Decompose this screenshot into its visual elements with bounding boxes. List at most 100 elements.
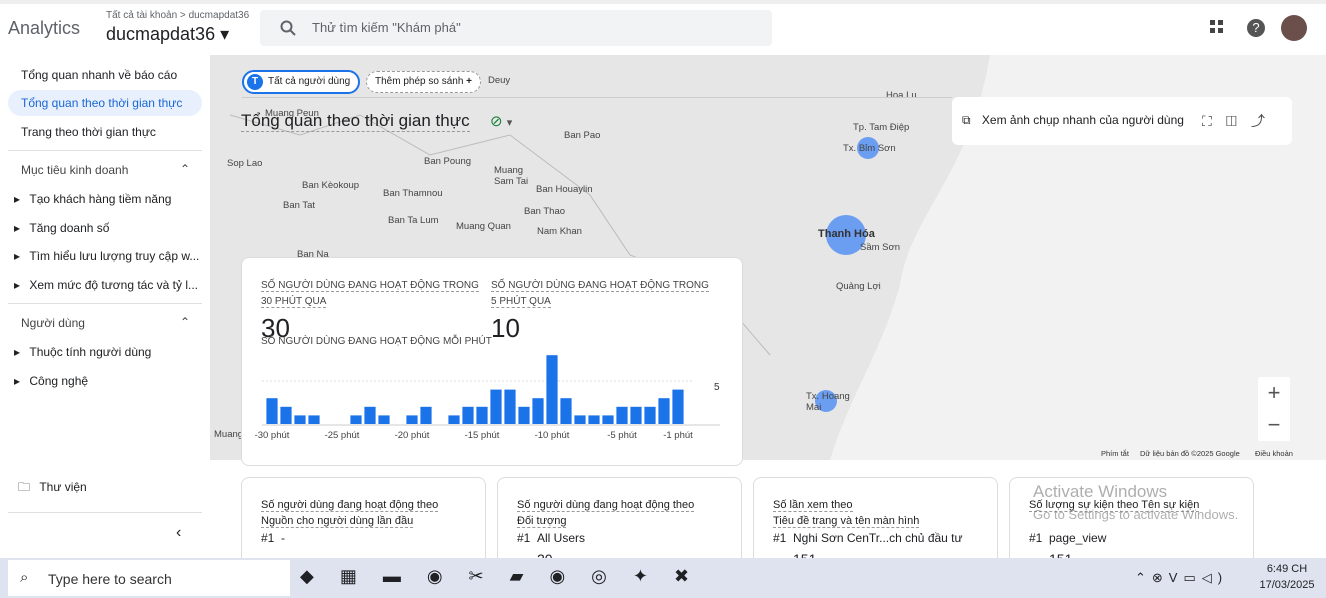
bar	[462, 406, 474, 424]
nav-item[interactable]: Tổng quan nhanh về báo cáo	[21, 68, 178, 82]
map-label: Hoa Lu	[886, 90, 917, 101]
divider	[8, 150, 202, 151]
taskbar-search-text: Type here to search	[48, 571, 172, 587]
page-title: Tổng quan theo thời gian thực	[241, 111, 470, 132]
map-shapes	[229, 55, 1326, 460]
map-label: Ban Poung	[424, 156, 472, 167]
nav-item[interactable]: Trang theo thời gian thực	[21, 125, 156, 139]
map-attribution[interactable]: Phím tắt	[1101, 449, 1129, 458]
avatar[interactable]	[1281, 15, 1307, 41]
bar	[616, 406, 628, 424]
bar	[280, 406, 292, 424]
time: 6:49 CH	[1266, 563, 1308, 575]
nav-item[interactable]: ▸ Xem mức độ tương tác và tỷ l...	[14, 278, 199, 292]
bar	[560, 398, 572, 424]
bar	[658, 398, 670, 424]
bar	[266, 398, 278, 424]
collapse-icon[interactable]: ⌃	[180, 162, 191, 176]
map-label: Muang Peun	[265, 108, 319, 119]
map-label: Nam Khan	[537, 226, 582, 237]
map-label: Ban Thamnou	[383, 188, 443, 199]
clock[interactable]: 6:49 CH 17/03/2025	[1255, 563, 1319, 591]
bar	[602, 415, 614, 424]
nav-label: Xem mức độ tương tác và tỷ l...	[29, 278, 199, 292]
card-rank: #1	[517, 531, 531, 545]
chip-label: Thêm phép so sánh	[375, 76, 464, 87]
search-box[interactable]: Thử tìm kiếm "Khám phá"	[260, 10, 772, 46]
nav-group[interactable]: Người dùng	[21, 316, 85, 330]
x-tick-label: -5 phút	[607, 430, 637, 441]
map-label: Tp. Tam Điệp	[853, 122, 910, 133]
chart-label: SỐ NGƯỜI DÙNG ĐANG HOẠT ĐỘNG MỖI PHÚT	[261, 336, 492, 347]
help-icon[interactable]: ?	[1247, 19, 1265, 37]
x-tick-label: -20 phút	[395, 430, 430, 441]
crumb[interactable]: ducmapdat36	[188, 10, 250, 21]
divider	[8, 303, 202, 304]
nav-label: Tăng doanh số	[29, 221, 110, 235]
bar	[294, 415, 306, 424]
map-label: Ban Thao	[524, 206, 566, 217]
map-label: Quảng Lợi	[836, 281, 881, 292]
nav-item[interactable]: ▸ Tạo khách hàng tiềm năng	[14, 192, 172, 206]
map-attribution[interactable]: Điều khoản	[1255, 449, 1293, 458]
map-label: Ban Kèokoup	[302, 180, 360, 191]
bar	[420, 406, 432, 424]
snapshot-label: Xem ảnh chụp nhanh của người dùng	[981, 113, 1184, 127]
crumb[interactable]: Tất cả tài khoản	[106, 10, 178, 21]
chip[interactable]: T Tất cả người dùng	[242, 70, 361, 94]
x-tick-label: -1 phút	[663, 430, 693, 441]
apps-icon[interactable]	[1209, 19, 1225, 35]
breadcrumb[interactable]: Tất cả tài khoản > ducmapdat36	[106, 10, 250, 21]
bar	[672, 389, 684, 424]
metric-label: SỐ NGƯỜI DÙNG ĐANG HOẠT ĐỘNG TRONG 30 PH…	[261, 280, 479, 308]
zoom-controls[interactable]: + −	[1258, 377, 1290, 441]
map-label: Sop Lao	[227, 158, 263, 169]
nav-item[interactable]: ▸ Tăng doanh số	[14, 221, 110, 235]
map-attribution: Dữ liệu bản đồ ©2025 Google	[1140, 449, 1240, 458]
watermark: Go to Settings to activate Windows.	[1033, 507, 1239, 522]
card-title: Số lượng sự kiện theo Tên sự kiện	[1029, 499, 1200, 512]
toolbar-icons[interactable]: ⛶◫⤴	[1202, 113, 1279, 129]
nav-item[interactable]: ▸ Thuộc tính người dùng	[14, 345, 152, 359]
bar	[574, 415, 586, 424]
nav-item[interactable]: Tổng quan theo thời gian thực	[21, 96, 183, 110]
card-top: page_view	[1049, 531, 1107, 545]
card-dimension[interactable]: Tiêu đề trang và tên màn hình	[773, 515, 920, 528]
nav-item[interactable]: 🗀 Thư viện	[18, 480, 87, 494]
chip[interactable]: Thêm phép so sánh +	[366, 71, 482, 93]
collapse-nav[interactable]: ‹	[176, 524, 182, 541]
nav-label: Thuộc tính người dùng	[29, 345, 152, 359]
nav-label: Tạo khách hàng tiềm năng	[29, 192, 172, 206]
nav-item[interactable]: ▸ Tìm hiểu lưu lượng truy cập w...	[14, 249, 200, 263]
snapshot-button[interactable]: ⧉ Xem ảnh chụp nhanh của người dùng	[962, 113, 1184, 127]
card-title: Số người dùng đang hoạt động theo	[261, 499, 439, 512]
map-label: Ban Houaylin	[536, 184, 593, 195]
bar	[308, 415, 320, 424]
bar	[448, 415, 460, 424]
card-rank: #1	[1029, 531, 1043, 545]
property-select[interactable]: ducmapdat36 ▾	[106, 24, 230, 44]
taskbar-apps[interactable]: ◆▦▬◉✂▰◉◎✦✖	[300, 566, 716, 586]
property-name: ducmapdat36	[106, 24, 216, 44]
card-dimension[interactable]: Đối tượng	[517, 515, 567, 528]
x-tick-label: -25 phút	[325, 430, 360, 441]
tray-icons[interactable]: ⌃⊗V▭◁)	[1135, 570, 1229, 585]
search-icon	[280, 20, 296, 36]
metric-value: 30	[261, 313, 290, 343]
collapse-icon[interactable]: ⌃	[180, 315, 191, 329]
nav-item[interactable]: ▸ Công nghệ	[14, 374, 89, 388]
map-label: Sầm Sơn	[860, 242, 901, 253]
divider	[8, 512, 202, 513]
taskbar: ⌕ Type here to search ◆▦▬◉✂▰◉◎✦✖ ⌃⊗V▭◁) 6…	[0, 558, 1326, 598]
divider	[242, 97, 952, 98]
map-label: Muang	[214, 429, 244, 440]
taskbar-search[interactable]: ⌕ Type here to search	[8, 560, 290, 596]
card-dimension[interactable]: Nguồn cho người dùng lần đầu	[261, 515, 414, 528]
nav-group[interactable]: Mục tiêu kinh doanh	[21, 163, 129, 177]
x-tick-label: -10 phút	[535, 430, 570, 441]
map-label: Thanh Hóa	[818, 228, 875, 240]
card-top: All Users	[537, 531, 586, 545]
search-placeholder: Thử tìm kiếm "Khám phá"	[312, 20, 461, 35]
card-title: Số người dùng đang hoạt động theo	[517, 499, 695, 512]
